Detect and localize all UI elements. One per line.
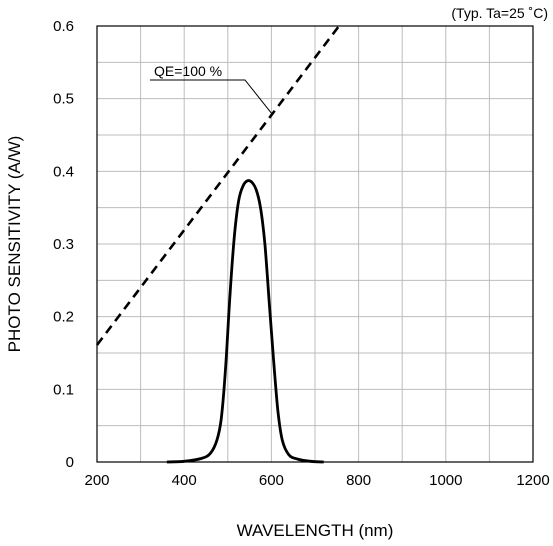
conditions-note: (Typ. Ta=25 ˚C) (451, 5, 548, 21)
y-tick-label: 0.5 (53, 91, 74, 108)
x-axis-title: WAVELENGTH (nm) (237, 521, 394, 540)
y-tick-label: 0.2 (53, 309, 74, 326)
y-tick-label: 0.1 (53, 381, 74, 398)
y-tick-labels: 0 0.1 0.2 0.3 0.4 0.5 0.6 (53, 18, 74, 471)
sensitivity-curve (166, 179, 324, 464)
annotations: QE=100 % (150, 63, 272, 114)
x-tick-labels: 200 400 600 800 1000 1200 (84, 472, 549, 489)
y-tick-label: 0 (66, 454, 74, 471)
qe-annotation-leader (150, 79, 272, 114)
y-axis-title: PHOTO SENSITIVITY (A/W) (5, 136, 24, 353)
x-tick-label: 800 (346, 472, 371, 489)
plot-frame (96, 25, 534, 463)
y-tick-label: 0.4 (53, 163, 74, 180)
qe-annotation-label: QE=100 % (154, 63, 222, 79)
y-tick-label: 0.6 (53, 18, 74, 35)
plot-series (95, 25, 341, 464)
x-tick-label: 1200 (516, 472, 549, 489)
x-tick-label: 600 (259, 472, 284, 489)
y-tick-label: 0.3 (53, 236, 74, 253)
x-tick-label: 1000 (429, 472, 462, 489)
grid (97, 26, 533, 462)
qe-100-percent-line (95, 25, 341, 346)
x-tick-label: 200 (84, 472, 109, 489)
x-tick-label: 400 (172, 472, 197, 489)
